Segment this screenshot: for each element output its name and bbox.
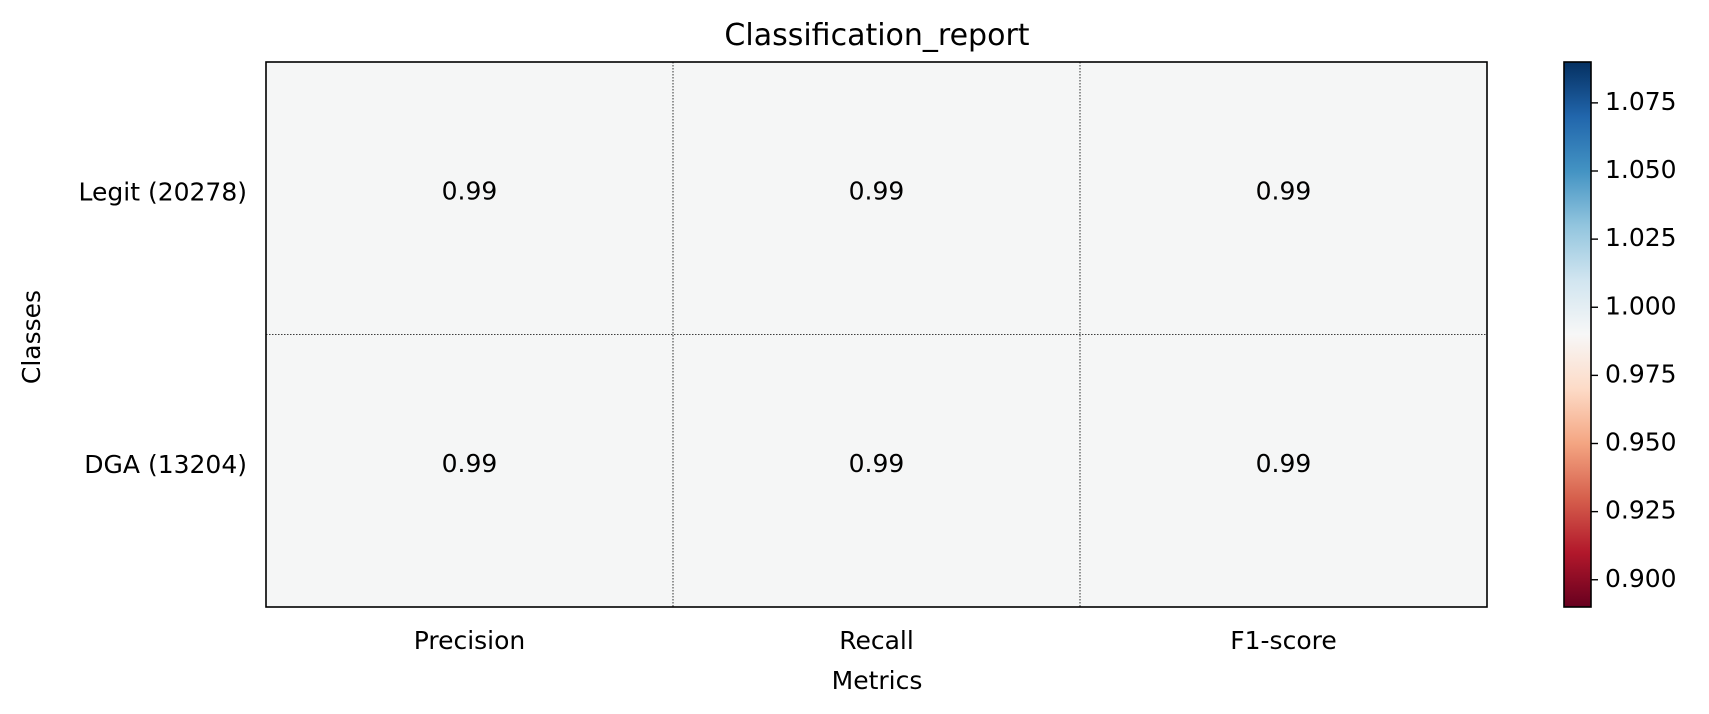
heatmap-cells <box>266 62 1487 607</box>
y-tick-label: Legit (20278) <box>79 177 247 206</box>
chart-title: Classification_report <box>724 18 1029 53</box>
colorbar-tick-label: 0.975 <box>1605 359 1677 388</box>
heatmap-cell <box>1080 334 1487 607</box>
colorbar-tick-label: 1.000 <box>1605 291 1677 320</box>
heatmap-cell <box>673 62 1080 335</box>
cell-value-label: 0.99 <box>442 449 498 478</box>
y-tick-label: DGA (13204) <box>84 450 247 479</box>
x-tick-label: F1-score <box>1230 626 1336 655</box>
x-tick-label: Recall <box>839 626 914 655</box>
cell-value-label: 0.99 <box>1256 449 1312 478</box>
heatmap-cell <box>266 334 673 607</box>
plot-frame <box>265 61 1488 608</box>
x-axis-ticks: Precision Recall F1-score <box>414 626 1337 655</box>
x-tick-label: Precision <box>414 626 526 655</box>
cell-value-labels: 0.99 0.99 0.99 0.99 0.99 0.99 <box>442 176 1312 478</box>
cell-value-label: 0.99 <box>849 176 905 205</box>
colorbar-tick-label: 1.025 <box>1605 223 1677 252</box>
heatmap-cell <box>673 334 1080 607</box>
colorbar-tick-label: 1.075 <box>1605 87 1677 116</box>
colorbar-tick-label: 0.900 <box>1605 564 1677 593</box>
cell-value-label: 0.99 <box>442 176 498 205</box>
colorbar <box>1563 61 1592 608</box>
heatmap-cell <box>266 62 673 335</box>
colorbar-tick-label: 0.925 <box>1605 496 1677 525</box>
heatmap-gridlines <box>266 62 1487 607</box>
y-axis-ticks: Legit (20278) DGA (13204) <box>79 177 247 479</box>
cell-value-label: 0.99 <box>1256 176 1312 205</box>
colorbar-ticks: 0.900 0.925 0.950 0.975 1.000 1.025 1.050 1.075 <box>1591 87 1677 593</box>
colorbar-tick-label: 1.050 <box>1605 155 1677 184</box>
y-axis-label: Classes <box>17 290 46 384</box>
heatmap-cell <box>1080 62 1487 335</box>
cell-value-label: 0.99 <box>849 449 905 478</box>
x-axis-label: Metrics <box>832 666 923 695</box>
colorbar-tick-label: 0.950 <box>1605 428 1677 457</box>
